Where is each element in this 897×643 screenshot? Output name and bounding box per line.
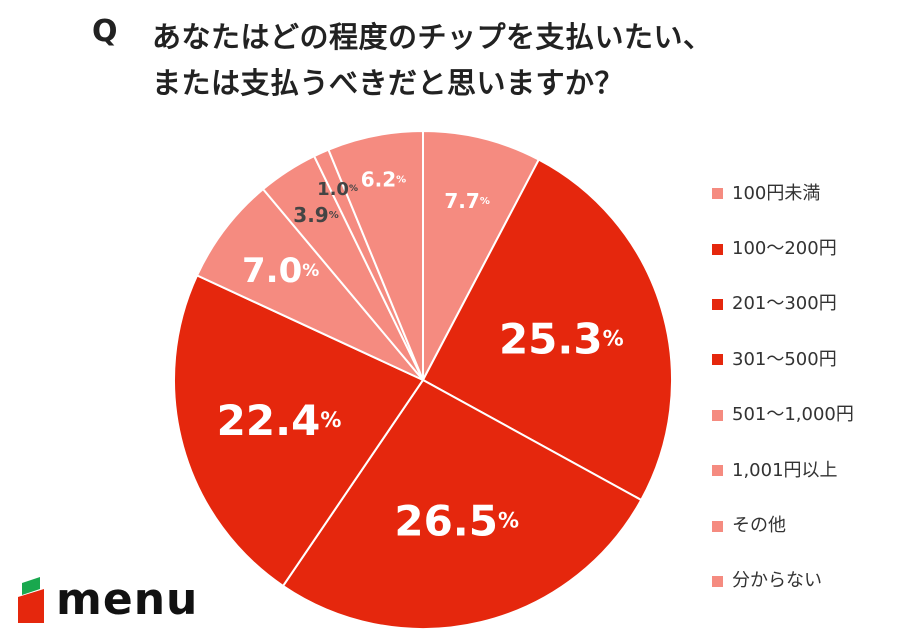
legend-item-4: 301〜500円 (712, 332, 854, 387)
data-label-3: 26.5% (394, 496, 519, 545)
legend-label: 分からない (732, 570, 822, 592)
pie-slice-3 (281, 378, 643, 630)
legend-item-1: 100円未満 (712, 166, 854, 221)
legend-label: その他 (732, 515, 786, 537)
legend-item-5: 501〜1,000円 (712, 388, 854, 443)
legend-label: 201〜300円 (732, 293, 837, 315)
legend-label: 100〜200円 (732, 238, 837, 260)
legend-item-8: 分からない (712, 554, 854, 609)
data-label-1: 7.7% (444, 189, 489, 213)
pie-slice-5 (195, 187, 424, 381)
pie-slice-4 (173, 274, 425, 588)
data-label-7: 1.0% (317, 179, 358, 200)
legend-label: 301〜500円 (732, 348, 837, 370)
legend-swatch (712, 354, 723, 366)
legend-label: 501〜1,000円 (732, 404, 854, 426)
legend-item-3: 201〜300円 (712, 277, 854, 332)
legend-label: 1,001円以上 (732, 459, 838, 481)
legend: 100円未満 100〜200円 201〜300円 301〜500円 501〜1,000円… (712, 166, 854, 609)
legend-swatch (712, 298, 723, 310)
title-line-1: あなたはどの程度のチップを支払いたい、 (152, 20, 713, 54)
legend-swatch (712, 520, 723, 532)
data-label-2: 25.3% (499, 314, 624, 363)
title-line-2: または支払うべきだと思いますか？ (152, 66, 625, 100)
legend-swatch (712, 575, 723, 587)
pie-slice-1 (422, 129, 541, 381)
menu-logo-text: menu (56, 574, 199, 625)
data-label-6: 3.9% (293, 203, 338, 227)
legend-swatch (712, 409, 723, 421)
data-label-4: 22.4% (217, 395, 342, 444)
legend-item-2: 100〜200円 (712, 221, 854, 276)
menu-logo: menu (18, 577, 198, 623)
legend-label: 100円未満 (732, 182, 821, 204)
pie-slice-2 (421, 158, 673, 502)
data-label-5: 7.0% (242, 251, 319, 291)
legend-swatch (712, 465, 723, 477)
legend-swatch (712, 243, 723, 255)
pie-slice-8 (327, 129, 424, 381)
menu-logo-icon (18, 577, 44, 623)
legend-swatch (712, 188, 723, 200)
data-label-8: 6.2% (361, 168, 406, 192)
legend-item-7: その他 (712, 498, 854, 553)
legend-item-6: 1,001円以上 (712, 443, 854, 498)
question-mark-label: Q (92, 14, 118, 49)
